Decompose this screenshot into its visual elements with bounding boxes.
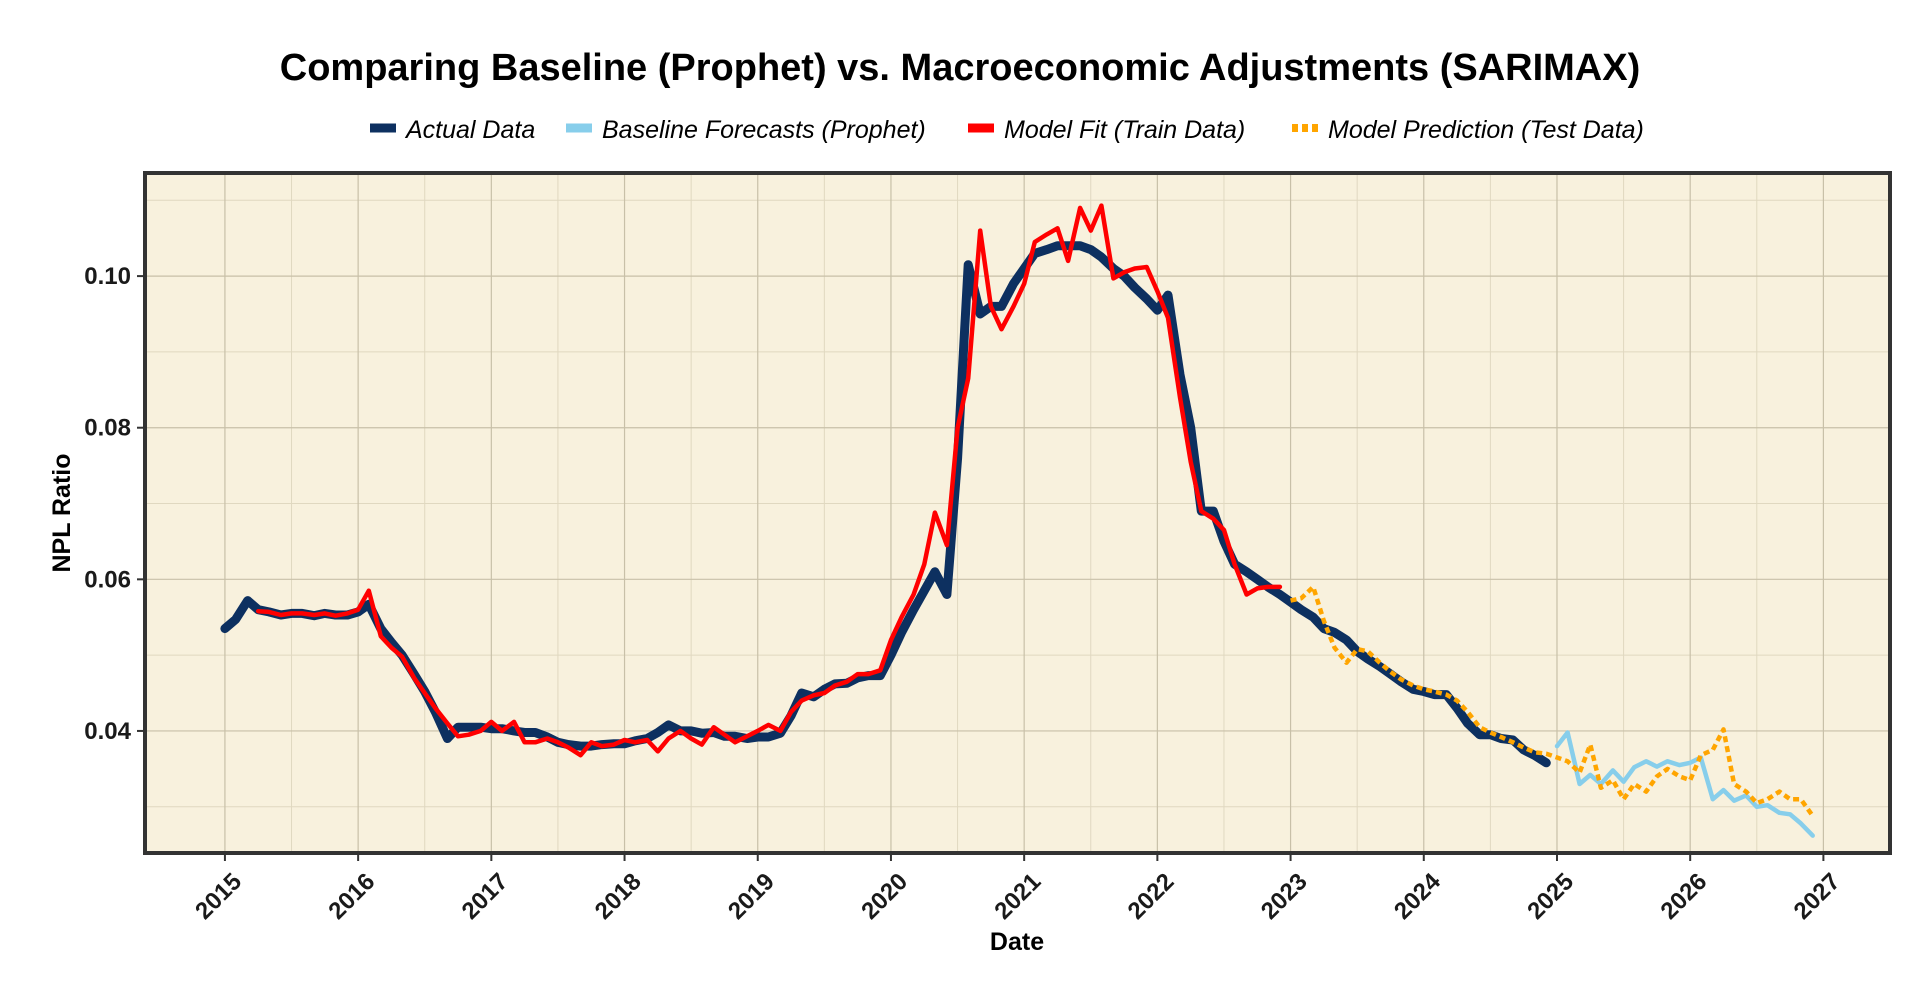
- legend-item-actual-data: Actual Data: [370, 116, 535, 144]
- plot-panel-background: [145, 173, 1890, 853]
- legend-item-model-prediction: Model Prediction (Test Data): [1292, 116, 1644, 144]
- chart-title: Comparing Baseline (Prophet) vs. Macroec…: [280, 47, 1640, 89]
- legend-label-model-fit: Model Fit (Train Data): [1004, 116, 1245, 144]
- legend-label-actual-data: Actual Data: [404, 116, 535, 144]
- legend-label-model-prediction: Model Prediction (Test Data): [1328, 116, 1644, 144]
- y-axis-title: NPL Ratio: [48, 454, 76, 573]
- x-axis-title: Date: [990, 928, 1044, 956]
- series-line-baseline-forecasts-prophet: [1554, 730, 1815, 838]
- legend-label-baseline-forecasts: Baseline Forecasts (Prophet): [602, 116, 926, 144]
- series-line-model-prediction-test-data: [1290, 584, 1815, 818]
- y-tick-label: 0.04: [84, 718, 131, 745]
- gridlines: [145, 173, 1890, 853]
- y-tick-label: 0.06: [84, 566, 131, 593]
- data-series: [220, 203, 1815, 838]
- plot-panel-border: [143, 171, 1892, 855]
- series-line-model-fit-train-data: [255, 203, 1283, 758]
- legend-item-model-fit: Model Fit (Train Data): [968, 116, 1245, 144]
- y-tick-label: 0.10: [84, 263, 131, 290]
- y-tick-label: 0.08: [84, 415, 131, 442]
- legend: Actual Data Baseline Forecasts (Prophet)…: [370, 116, 1644, 144]
- legend-item-baseline-forecasts: Baseline Forecasts (Prophet): [566, 116, 926, 144]
